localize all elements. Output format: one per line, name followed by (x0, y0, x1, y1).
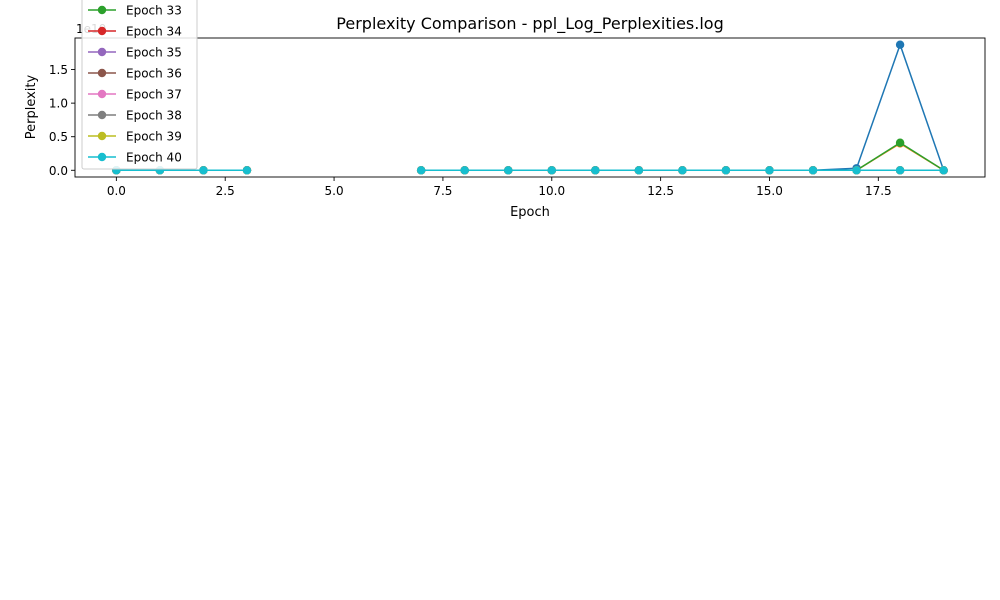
legend-box (81, 0, 198, 170)
legend-marker-epoch-33 (97, 5, 107, 15)
legend-marker-epoch-37 (97, 89, 107, 99)
legend-label-epoch-33: Epoch 33 (126, 4, 182, 18)
data-point (242, 166, 252, 175)
chart-title: Perplexity Comparison - ppl_Log_Perplexi… (336, 14, 723, 34)
axes: 0.0 2.5 5.0 7.5 10.0 12.5 15.0 17.5 0.0 0.5 1.0 1.5 (49, 37, 986, 198)
legend-marker-epoch-36 (97, 68, 107, 78)
legend-marker-epoch-35 (97, 47, 107, 57)
legend-label-epoch-34: Epoch 34 (126, 25, 182, 39)
series-epoch-40 (112, 166, 948, 175)
x-axis-label: Epoch (510, 205, 550, 220)
data-point (765, 166, 774, 175)
data-point (547, 166, 556, 175)
x-tick-label: 0.0 (107, 184, 126, 198)
legend-label-epoch-39: Epoch 39 (126, 130, 182, 144)
x-tick-label: 15.0 (756, 184, 783, 198)
legend-marker-epoch-38 (97, 110, 107, 120)
data-point (895, 166, 905, 175)
y-tick-label: 1.0 (49, 97, 68, 111)
x-tick-label: 7.5 (433, 184, 452, 198)
y-tick-label: 1.5 (49, 63, 68, 77)
data-point (634, 166, 644, 175)
axes-frame (74, 37, 986, 178)
data-point (504, 166, 513, 175)
data-point (895, 40, 905, 49)
x-tick-label: 2.5 (216, 184, 235, 198)
legend-label-epoch-40: Epoch 40 (126, 151, 182, 165)
plot-area (112, 40, 948, 175)
data-point (721, 166, 731, 175)
legend-label-epoch-36: Epoch 36 (126, 67, 182, 81)
legend-marker-epoch-39 (97, 131, 107, 141)
data-point (416, 166, 426, 175)
x-tick-label: 12.5 (647, 184, 674, 198)
y-tick-label: 0.5 (49, 130, 68, 144)
data-point (808, 166, 818, 175)
y-tick-label: 0.0 (49, 164, 68, 178)
data-point (591, 166, 600, 175)
legend-label-epoch-38: Epoch 38 (126, 109, 182, 123)
legend-label-epoch-35: Epoch 35 (126, 46, 182, 60)
data-point (199, 166, 208, 175)
legend-marker-epoch-34 (97, 26, 107, 36)
legend: Epoch 33 Epoch 34 Epoch 35 Epoch 36 Epoch 37… (81, 0, 198, 170)
data-point (939, 166, 948, 175)
legend-label-epoch-37: Epoch 37 (126, 88, 182, 102)
data-point (678, 166, 687, 175)
data-point (852, 166, 861, 175)
x-tick-label: 5.0 (325, 184, 344, 198)
y-axis-label: Perplexity (24, 74, 39, 139)
x-tick-label: 17.5 (865, 184, 892, 198)
legend-marker-epoch-40 (97, 152, 107, 162)
data-point (895, 138, 905, 147)
series-group (112, 40, 948, 175)
data-point (460, 166, 469, 175)
x-tick-label: 10.0 (538, 184, 565, 198)
